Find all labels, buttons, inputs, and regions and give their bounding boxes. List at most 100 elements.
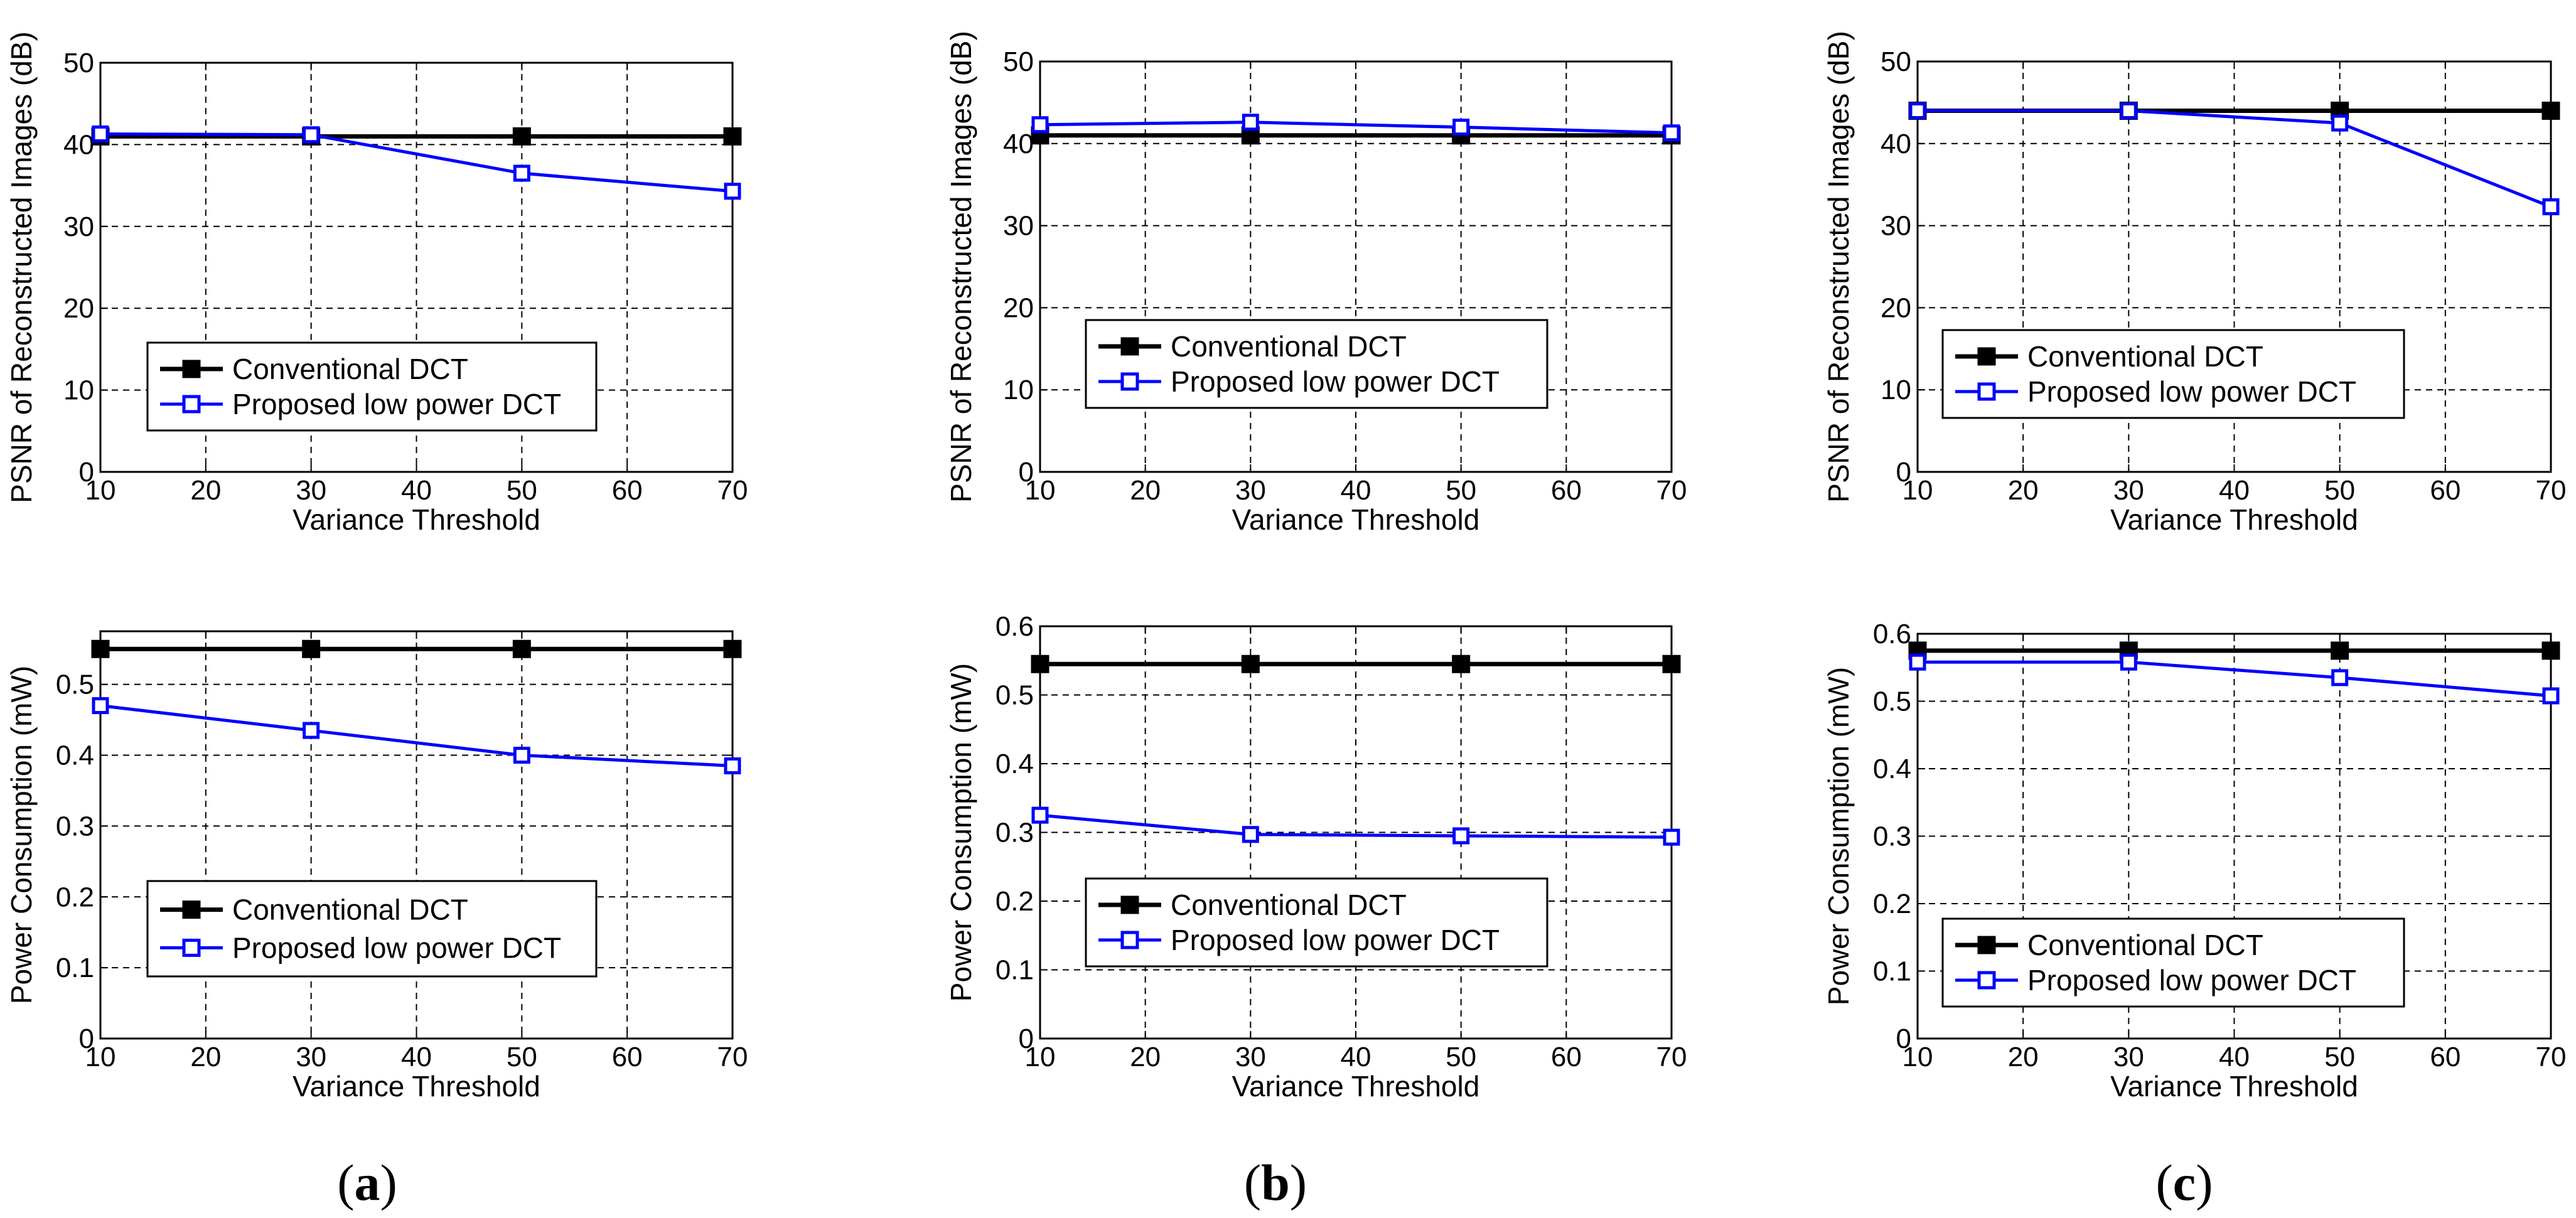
caption-b: (b) [1244, 1154, 1307, 1211]
legend-label: Conventional DCT [2027, 340, 2263, 373]
x-tick-label: 30 [1235, 1042, 1266, 1072]
marker-proposed [1909, 102, 1926, 119]
x-tick-label: 60 [612, 475, 643, 506]
x-tick-label: 50 [1446, 1042, 1476, 1072]
x-tick-label: 50 [507, 1042, 537, 1072]
legend-box [1941, 329, 2405, 419]
y-tick-label: 0.6 [996, 611, 1034, 642]
x-tick-label: 70 [2536, 475, 2567, 506]
x-tick-label: 50 [2324, 475, 2355, 506]
marker-conventional [1241, 654, 1260, 673]
marker-conventional [2541, 101, 2560, 120]
y-tick-label: 20 [63, 293, 94, 324]
chart-b-power: 10 20 30 40 50 60 70 0 0.1 0.2 0.3 0.4 0.5 0.6 Varianc… [945, 611, 1687, 1103]
legend-label: Proposed low power DCT [2027, 375, 2356, 408]
y-axis-label: Power Consumption (mW) [945, 663, 977, 1002]
legend-swatch-marker [1977, 382, 1996, 401]
y-tick-label: 0 [1019, 1023, 1034, 1054]
legend-box [1941, 917, 2405, 1008]
x-tick-label: 10 [1025, 475, 1056, 506]
marker-proposed [1663, 124, 1680, 142]
x-tick-label: 60 [612, 1042, 643, 1072]
marker-conventional [1031, 654, 1049, 673]
legend-label: Conventional DCT [232, 353, 468, 385]
y-tick-label: 20 [1003, 292, 1034, 323]
legend-swatch-marker [1977, 936, 1996, 954]
legend-swatch-marker [1977, 971, 1996, 990]
y-tick-label: 0.5 [996, 680, 1034, 711]
legend-swatch-marker [1120, 931, 1139, 949]
x-tick-label: 20 [190, 475, 221, 506]
y-tick-label: 0.1 [56, 953, 94, 983]
x-axis-label: Variance Threshold [1232, 1070, 1480, 1103]
x-tick-label: 10 [1025, 1042, 1056, 1072]
x-tick-label: 60 [1551, 1042, 1582, 1072]
x-tick-label: 10 [85, 1042, 116, 1072]
marker-proposed [1452, 119, 1470, 136]
captions-layer: (a) (b) (c) [337, 1154, 2213, 1211]
y-axis-label: PSNR of Reconstructed Images (dB) [945, 31, 977, 503]
x-axis-label: Variance Threshold [2110, 503, 2358, 536]
y-tick-label: 10 [1003, 375, 1034, 405]
legend-label: Proposed low power DCT [1171, 365, 1500, 398]
y-tick-label: 0.4 [996, 749, 1034, 779]
x-tick-label: 20 [2008, 475, 2039, 506]
marker-conventional [512, 639, 531, 658]
y-tick-label: 0.2 [996, 886, 1034, 917]
marker-proposed [2331, 669, 2349, 686]
legend-box [1085, 877, 1548, 968]
marker-proposed [2331, 114, 2349, 132]
y-tick-label: 0 [79, 457, 94, 488]
legend-swatch-marker [1120, 337, 1139, 356]
y-tick-label: 0.1 [1873, 956, 1911, 987]
x-tick-label: 30 [2113, 475, 2144, 506]
y-axis-label: Power Consumption (mW) [5, 666, 38, 1004]
caption-c: (c) [2155, 1154, 2213, 1211]
series-line-proposed [1039, 813, 1672, 839]
x-tick-label: 10 [1902, 1042, 1933, 1072]
x-tick-label: 30 [296, 475, 326, 506]
series-line-proposed [100, 704, 733, 767]
x-tick-label: 20 [1130, 1042, 1161, 1072]
legend-swatch-marker [182, 938, 201, 957]
chart-c-power: 10 20 30 40 50 60 70 0 0.1 0.2 0.3 0.4 0.5 0.6 Varianc… [1822, 619, 2566, 1103]
y-tick-label: 0.5 [56, 670, 94, 700]
legend-label: Proposed low power DCT [232, 388, 561, 420]
marker-proposed [1242, 826, 1259, 843]
x-tick-label: 50 [507, 475, 537, 506]
x-tick-label: 10 [85, 475, 116, 506]
legend-label: Conventional DCT [1171, 330, 1407, 363]
x-tick-label: 40 [2219, 475, 2250, 506]
y-tick-label: 50 [63, 48, 94, 78]
y-tick-label: 0.1 [996, 955, 1034, 986]
legend-swatch-marker [182, 360, 201, 378]
y-tick-label: 0 [1019, 457, 1034, 488]
marker-proposed [1909, 653, 1926, 671]
legend-box [146, 341, 598, 432]
x-tick-label: 10 [1902, 475, 1933, 506]
x-tick-label: 70 [717, 1042, 748, 1072]
x-tick-label: 40 [401, 475, 432, 506]
y-tick-label: 0.4 [1873, 754, 1911, 784]
marker-proposed [2120, 102, 2137, 119]
x-tick-label: 30 [2113, 1042, 2144, 1072]
series-line-proposed [1918, 660, 2552, 698]
legend-swatch-marker [1977, 347, 1996, 366]
y-tick-label: 0.4 [56, 740, 94, 771]
x-tick-label: 40 [1341, 1042, 1371, 1072]
marker-proposed [1663, 828, 1680, 846]
legend-label: Proposed low power DCT [232, 931, 561, 964]
marker-conventional [91, 639, 110, 658]
y-tick-label: 0.2 [1873, 889, 1911, 919]
y-tick-label: 0.5 [1873, 686, 1911, 717]
y-tick-label: 40 [63, 129, 94, 160]
marker-conventional [2331, 641, 2349, 660]
y-tick-label: 40 [1003, 129, 1034, 159]
